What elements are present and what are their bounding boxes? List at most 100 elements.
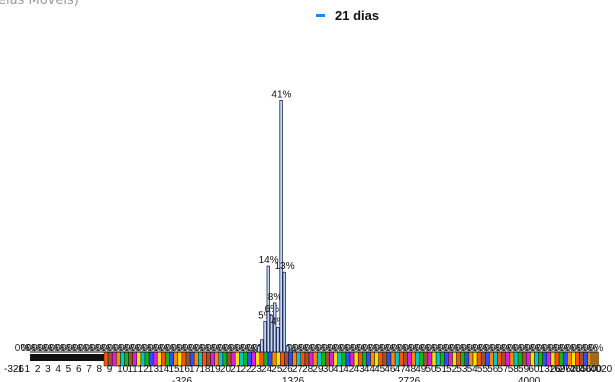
x-tick-label: 28 [302, 364, 314, 375]
zero-data-label: 0% [287, 343, 302, 354]
x-tick-label: 4056 [569, 364, 592, 375]
zero-data-label: 0% [571, 343, 586, 354]
x-tick-label: 18 [199, 364, 211, 375]
zero-data-label: 0% [299, 343, 314, 354]
zero-data-label: 0% [102, 343, 117, 354]
zero-data-label: 0% [479, 343, 494, 354]
x-tick-label: 57 [497, 364, 509, 375]
zero-data-label: 0% [125, 343, 140, 354]
zero-data-label: 0% [166, 343, 181, 354]
zero-data-label: 0% [21, 343, 36, 354]
bar [279, 100, 283, 353]
zero-data-label: 0% [84, 343, 99, 354]
zero-data-label: 0% [589, 343, 604, 354]
x-tick-label: 55 [477, 364, 489, 375]
zero-data-label: 0% [96, 343, 111, 354]
x-tick-label: 3 [45, 364, 51, 375]
zero-data-label: 0% [137, 343, 152, 354]
zero-data-label: 0% [374, 343, 389, 354]
legend-swatch [316, 14, 325, 17]
zero-data-label: 0% [310, 343, 325, 354]
zero-data-label: 0% [200, 343, 215, 354]
x-tick-label: 17 [189, 364, 201, 375]
x-tick-label: 46 [384, 364, 396, 375]
zero-data-label: 0% [322, 343, 337, 354]
zero-data-label: 0% [177, 343, 192, 354]
zero-data-label: 0% [26, 343, 41, 354]
zero-data-label: 0% [195, 343, 210, 354]
zero-data-label: 0% [357, 343, 372, 354]
x-tick-label: 2 [35, 364, 41, 375]
x-tick-label: 51 [436, 364, 448, 375]
zero-data-label: 0% [32, 343, 47, 354]
zero-data-label: 0% [38, 343, 53, 354]
zero-data-label: 0% [473, 343, 488, 354]
zero-data-label: 0% [206, 343, 221, 354]
zero-data-label: 0% [131, 343, 146, 354]
zero-data-label: 0% [513, 343, 528, 354]
zero-data-label: 0% [229, 343, 244, 354]
zero-data-label: 0% [171, 343, 186, 354]
zero-data-label: 0% [339, 343, 354, 354]
x-tick-label: 50 [426, 364, 438, 375]
zero-data-label: 0% [50, 343, 65, 354]
zero-data-label: 0% [554, 343, 569, 354]
zero-data-label: 0% [548, 343, 563, 354]
zero-data-label: 0% [403, 343, 418, 354]
zero-data-label: 0% [224, 343, 239, 354]
x-tick-label-secondary: 4000 [518, 376, 541, 382]
x-tick-label: 52 [446, 364, 458, 375]
zero-data-label: 0% [461, 343, 476, 354]
bar [263, 320, 267, 353]
bar [292, 350, 296, 353]
x-tick-label: 24 [261, 364, 273, 375]
zero-data-label: 0% [55, 343, 70, 354]
zero-data-label: 0% [502, 343, 517, 354]
zero-data-label: 0% [44, 343, 59, 354]
x-tick-label-secondary: -326 [172, 376, 192, 382]
zero-data-label: 0% [450, 343, 465, 354]
zero-data-label: 0% [67, 343, 82, 354]
zero-data-label: 0% [328, 343, 343, 354]
zero-data-label: 0% [305, 343, 320, 354]
legend: 21 dias [316, 8, 379, 23]
zero-data-label: 0% [241, 343, 256, 354]
zero-data-label: 0% [421, 343, 436, 354]
zero-data-label: 0% [484, 343, 499, 354]
zero-data-label: 0% [496, 343, 511, 354]
x-tick-label: 25 [271, 364, 283, 375]
x-tick-label: 58 [508, 364, 520, 375]
zero-data-label: 0% [235, 343, 250, 354]
zero-data-label: 0% [351, 343, 366, 354]
x-tick-label: 7 [86, 364, 92, 375]
zero-data-label: 0% [316, 343, 331, 354]
legend-label: 21 dias [335, 8, 380, 23]
bar [269, 314, 274, 353]
x-tick-label: 19 [210, 364, 222, 375]
bar [256, 345, 261, 353]
zero-data-label: 0% [560, 343, 575, 354]
x-tick-label: 45 [374, 364, 386, 375]
zero-data-label: 0% [455, 343, 470, 354]
x-tick-label: 42 [343, 364, 355, 375]
x-tick-label: 6 [76, 364, 82, 375]
x-tick-label: -326 [4, 364, 24, 375]
x-tick-label: 20 [220, 364, 232, 375]
x-tick-label: 53 [456, 364, 468, 375]
zero-data-label: 0% [583, 343, 598, 354]
x-tick-label: 1696 [549, 364, 572, 375]
zero-data-label: 0% [218, 343, 233, 354]
x-tick-label: 1 [25, 364, 31, 375]
zero-data-label: 0% [189, 343, 204, 354]
zero-data-label: 0% [577, 343, 592, 354]
x-tick-label: 15 [168, 364, 180, 375]
zero-data-label: 0% [392, 343, 407, 354]
zero-data-label: 0% [334, 343, 349, 354]
zero-data-label: 0% [531, 343, 546, 354]
bar-data-label: 13% [275, 261, 295, 272]
zero-data-label: 0% [15, 343, 30, 354]
x-tick-label: 16 [179, 364, 191, 375]
zero-data-label: 0% [160, 343, 175, 354]
x-tick-label: 10 [117, 364, 129, 375]
